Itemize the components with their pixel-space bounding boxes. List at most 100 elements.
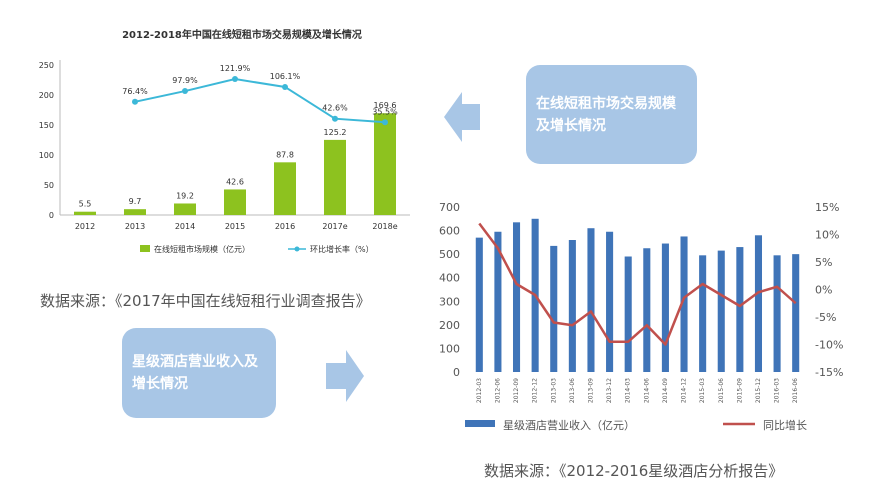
chart1-x-tick: 2017e [322,222,347,231]
chart1-legend-bar-label: 在线短租市场规模（亿元） [154,244,250,254]
chart2-y-left-tick: 600 [439,225,460,238]
chart2-bar [550,245,558,372]
chart1-growth-point [132,98,138,105]
chart2-x-tick: 2013-06 [569,378,576,403]
chart2-bar [475,237,483,372]
chart1-y-tick: 200 [39,91,54,100]
callout-rental-market-text: 在线短租市场交易规模及增长情况 [536,95,676,134]
chart1-bar [224,189,246,215]
chart1-x-tick: 2012 [75,222,95,231]
chart1-growth-point [332,115,338,122]
chart2-bar [736,247,744,372]
chart2-y-right-tick: -15% [815,366,843,379]
chart2-x-tick: 2013-09 [587,378,594,403]
chart1-growth-label: 76.4% [122,87,148,96]
chart2-y-left-tick: 100 [439,342,460,355]
chart2-y-right-tick: -5% [815,311,836,324]
chart2-x-tick: 2015-03 [699,378,706,403]
chart2-y-right-tick: 10% [815,229,839,242]
chart2-x-tick: 2015-09 [736,378,743,403]
chart1-growth-point [382,119,388,126]
chart2-x-tick: 2012-12 [532,378,539,403]
chart1-bar-label: 125.2 [324,128,347,137]
chart2-y-left-tick: 0 [453,366,460,379]
chart1-bar [324,139,346,215]
chart1-y-tick: 100 [39,151,54,160]
chart2-y-left-tick: 700 [439,201,460,214]
chart2-x-tick: 2014-06 [643,378,650,403]
chart2-x-tick: 2013-12 [606,378,613,403]
chart2-bar [754,235,763,372]
chart2-y-right-tick: -10% [815,339,843,352]
chart1-x-tick: 2013 [125,222,145,231]
chart2-bar [568,240,576,372]
callout-hotel-revenue-text: 星级酒店营业收入及增长情况 [132,354,258,392]
chart1-y-tick: 250 [39,61,54,70]
chart1-bar [124,209,146,215]
chart1-bar [274,162,296,215]
chart1-bar-label: 5.5 [79,200,92,209]
chart2-bar [792,254,800,372]
chart2-x-tick: 2014-09 [662,378,669,403]
chart2-x-tick: 2015-06 [718,378,725,403]
chart2-y-left-tick: 500 [439,248,460,261]
chart2-x-tick: 2013-03 [550,378,557,403]
chart1-growth-label: 106.1% [270,72,301,81]
chart1-y-tick: 0 [49,211,54,220]
chart2-bar [512,222,521,372]
chart1-growth-point [232,76,238,83]
chart2-x-tick: 2016-06 [792,378,799,403]
chart1-growth-point [182,88,188,95]
chart2-bar [643,248,651,372]
chart2-bar [717,250,725,372]
chart1-growth-line [134,78,386,124]
chart2-legend-bar-label: 星级酒店营业收入（亿元） [503,418,635,432]
chart2-y-left-tick: 400 [439,272,460,285]
chart2-bar [773,255,781,372]
chart1-bar [74,211,96,215]
chart2-x-tick: 2012-03 [476,378,483,403]
chart1-growth-label: 35.5% [372,107,398,116]
rental-market-chart: 2012-2018年中国在线短租市场交易规模及增长情况 0 50 100 150 200… [39,28,410,254]
chart1-growth-label: 42.6% [322,104,348,113]
chart1-title: 2012-2018年中国在线短租市场交易规模及增长情况 [122,28,362,41]
chart1-bar-label: 9.7 [129,197,142,206]
chart2-x-tick: 2014-03 [625,378,632,403]
chart2-bar [494,231,502,372]
chart2-bar [661,243,669,372]
chart1-bar [374,113,396,215]
callout-hotel-revenue: 星级酒店营业收入及增长情况 [122,328,276,418]
callout-rental-market: 在线短租市场交易规模及增长情况 [526,65,697,164]
chart2-x-tick: 2016-03 [774,378,781,403]
chart1-bar-label: 42.6 [226,177,244,186]
chart2-bar [606,231,614,372]
chart2-growth-line [478,222,797,346]
chart1-growth-label: 97.9% [172,76,198,85]
chart2-x-tick: 2015-12 [755,378,762,403]
arrow-right-icon [326,350,364,402]
chart1-growth-point [282,83,288,90]
chart1-bar-label: 19.2 [176,191,194,200]
chart2-bar [624,256,632,372]
chart2-y-left-tick: 200 [439,319,460,332]
chart1-legend-bar-swatch [140,245,150,252]
chart2-x-tick: 2012-09 [513,378,520,403]
chart2-y-right-tick: 5% [815,256,832,269]
chart2-y-left-tick: 300 [439,295,460,308]
arrow-left-icon [444,92,480,142]
chart2-y-right-tick: 15% [815,201,839,214]
source-note-bottom: 数据来源：《2012-2016星级酒店分析报告》 [484,462,784,480]
chart2-x-tick: 2012-06 [494,378,501,403]
chart1-x-tick: 2014 [175,222,195,231]
chart1-x-tick: 2016 [275,222,295,231]
chart1-x-tick: 2015 [225,222,245,231]
chart1-y-tick: 150 [39,121,54,130]
chart1-y-tick: 50 [44,181,54,190]
chart2-y-right-tick: 0% [815,284,832,297]
chart2-bar [587,228,595,372]
source-note-top: 数据来源：《2017年中国在线短租行业调查报告》 [40,292,371,310]
chart1-bar [174,203,196,215]
chart1-legend-line-label: 环比增长率（%） [310,244,374,254]
hotel-revenue-chart: 0 100 200 300 400 500 600 700 -15% -10% -5% 0% 5% 10%… [439,201,843,432]
chart2-x-tick: 2014-12 [681,378,688,403]
